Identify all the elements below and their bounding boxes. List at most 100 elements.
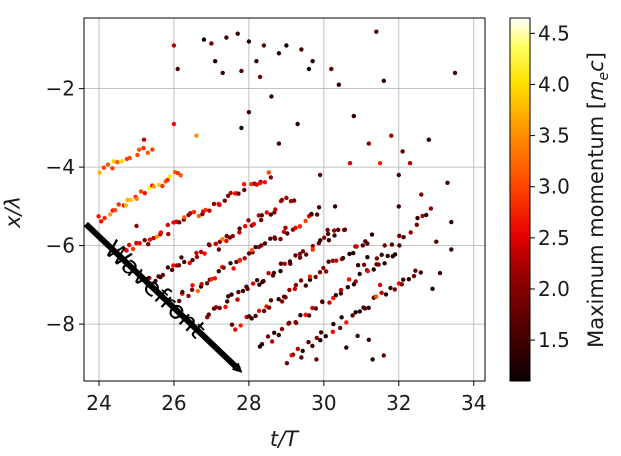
data-point (191, 209, 197, 215)
data-point (317, 172, 323, 178)
plot-frame (83, 17, 486, 382)
data-point (199, 282, 204, 287)
y-tick-label: −8 (46, 312, 75, 336)
data-point (246, 251, 252, 256)
data-point (383, 292, 389, 297)
data-point (408, 230, 413, 235)
data-point (297, 251, 303, 257)
data-point (249, 181, 254, 187)
data-point (279, 299, 285, 304)
data-point (347, 251, 352, 257)
data-point (151, 235, 156, 241)
data-point (369, 232, 375, 237)
data-point (365, 241, 370, 246)
data-point (196, 213, 202, 219)
colorbar-label-prefix: Maximum momentum [ (584, 101, 608, 348)
data-point (204, 281, 210, 286)
data-point (266, 170, 271, 175)
data-point (111, 159, 117, 164)
data-point (392, 287, 397, 292)
data-point (239, 68, 244, 74)
data-point (300, 348, 305, 354)
data-point (321, 265, 326, 271)
data-point (266, 305, 272, 310)
data-point (388, 285, 393, 291)
data-point (323, 334, 328, 339)
data-point (279, 326, 285, 332)
data-point (156, 182, 162, 188)
data-point (392, 252, 398, 257)
data-point (239, 125, 244, 131)
data-point (452, 70, 458, 76)
data-point (272, 330, 277, 335)
data-point (182, 215, 187, 220)
colorbar-label-suffix: ] (584, 52, 608, 60)
data-point (240, 288, 246, 294)
data-point (186, 293, 191, 299)
data-point (284, 195, 289, 201)
data-point (287, 287, 292, 293)
data-point (147, 275, 152, 281)
data-point (258, 217, 264, 223)
data-point (228, 261, 233, 266)
data-point (177, 220, 182, 225)
data-point (313, 274, 318, 280)
data-point (279, 197, 285, 203)
data-point (178, 173, 183, 178)
data-point (151, 184, 157, 189)
data-point (235, 297, 240, 302)
data-point (189, 287, 195, 292)
data-point (214, 305, 219, 310)
data-point (327, 300, 332, 305)
data-point (353, 279, 358, 284)
data-point (249, 247, 255, 253)
colorbar-ticks: 1.5 2.0 2.5 3.0 3.5 4.0 4.5 (530, 21, 570, 352)
colorbar-tick-label: 2.5 (538, 226, 570, 250)
data-point (137, 241, 142, 246)
data-point (382, 261, 387, 266)
data-point (376, 262, 381, 267)
data-point (249, 316, 254, 321)
colorbar-tick-label: 3.5 (538, 124, 570, 148)
data-point (177, 298, 182, 304)
data-point (396, 204, 401, 209)
data-point (209, 41, 214, 46)
data-point (124, 248, 129, 253)
data-point (332, 228, 337, 233)
data-point (276, 297, 281, 302)
data-point (400, 149, 405, 154)
data-point (276, 141, 282, 146)
data-point (202, 251, 207, 256)
data-point (211, 201, 217, 207)
data-point (261, 43, 267, 48)
data-point (271, 270, 277, 276)
data-point (116, 202, 121, 207)
data-point (303, 218, 308, 224)
data-point (216, 269, 221, 274)
data-point (171, 43, 177, 48)
data-point (141, 137, 147, 142)
data-point (419, 192, 424, 197)
data-point (385, 253, 390, 259)
data-point (251, 221, 257, 227)
data-point (365, 255, 370, 260)
data-point (123, 203, 129, 208)
colorbar (509, 17, 531, 382)
data-point (166, 231, 171, 237)
data-point (351, 250, 356, 256)
data-point (346, 277, 352, 282)
data-point (238, 323, 243, 328)
data-point (379, 290, 384, 295)
data-point (179, 255, 184, 260)
data-point (314, 212, 320, 217)
data-point (134, 223, 139, 229)
data-point (127, 242, 132, 248)
data-point (142, 191, 147, 196)
data-point (333, 293, 339, 298)
data-point (97, 170, 102, 175)
data-point (379, 252, 384, 257)
data-point (102, 215, 107, 221)
data-point (128, 197, 133, 203)
data-point (293, 282, 299, 288)
data-point (171, 121, 177, 127)
